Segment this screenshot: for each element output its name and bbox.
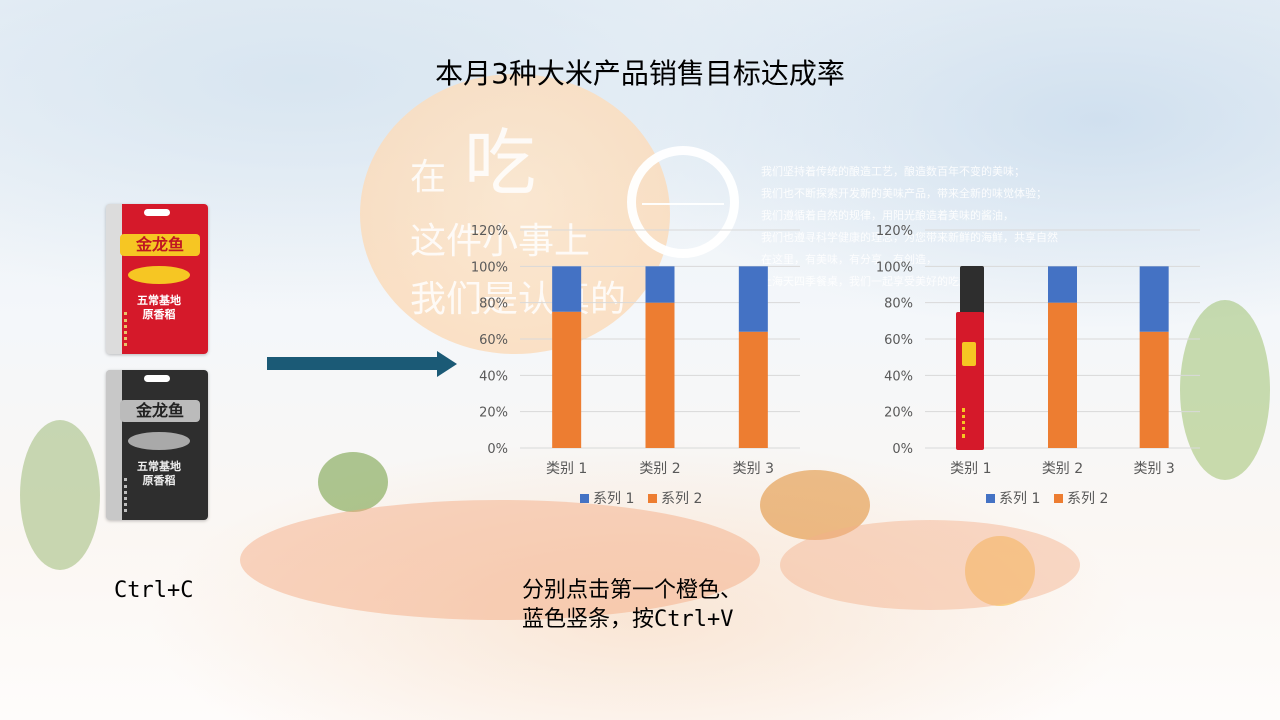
brand-label: 金龙鱼: [120, 400, 200, 422]
orange-decoration: [965, 536, 1035, 606]
y-tick-label: 0%: [487, 442, 508, 457]
bg-text-chi: 吃: [464, 121, 537, 205]
y-tick-label: 80%: [479, 297, 508, 312]
page-title: 本月3种大米产品销售目标达成率: [435, 57, 845, 90]
right-arrow-icon: [267, 351, 457, 377]
bg-paragraph-line: 我们遵循着自然的规律，用阳光酿造着美味的酱油，: [761, 209, 1014, 222]
y-tick-label: 60%: [479, 333, 508, 348]
y-tick-label: 40%: [479, 369, 508, 384]
legend-swatch: [1054, 494, 1063, 503]
x-tick-label: 类别 2: [1042, 461, 1083, 477]
x-tick-label: 类别 2: [639, 461, 680, 477]
bg-text-zai: 在: [410, 157, 447, 198]
x-tick-label: 类别 3: [1133, 461, 1174, 477]
salmon-decoration: [240, 500, 760, 620]
y-tick-label: 100%: [876, 260, 913, 275]
bg-paragraph-line: 在这里，有美味，有分享，有创造，: [761, 253, 937, 266]
bar-series-2: [645, 302, 675, 448]
rice-bag-red: 金龙鱼 五常基地 原香稻: [106, 204, 208, 354]
legend-label: 系列 1: [999, 491, 1040, 507]
rice-bag-red-mini: [956, 312, 984, 450]
fish-logo-icon: [128, 432, 190, 450]
fish-logo-icon: [128, 266, 190, 284]
pumpkin-decoration: [760, 470, 870, 540]
x-tick-label: 类别 1: [546, 461, 587, 477]
bar-series-2: [1139, 331, 1169, 448]
bar-series-1: [552, 266, 582, 312]
bar-series-2: [738, 331, 768, 448]
legend-swatch: [648, 494, 657, 503]
leaf-decoration: [1180, 300, 1270, 480]
bar-series-1: [645, 266, 675, 303]
legend-swatch: [580, 494, 589, 503]
broccoli-decoration: [318, 452, 388, 512]
greens-decoration: [20, 420, 100, 570]
caption-instruction-line2: 蓝色竖条，按Ctrl+V: [522, 607, 734, 632]
bar-series-1: [738, 266, 768, 332]
bg-paragraph-line: 上海天四季餐桌，我们一起享受美好的吃起来: [761, 275, 981, 288]
legend-label: 系列 2: [1067, 491, 1108, 507]
bar-series-1: [1139, 266, 1169, 332]
orange-circle-decoration: [360, 74, 670, 354]
bar-series-1: [1048, 266, 1077, 303]
y-tick-label: 120%: [876, 224, 913, 239]
y-tick-label: 0%: [892, 442, 913, 457]
rice-grain-icon: [124, 312, 149, 346]
bg-text-line2: 这件小事上: [410, 221, 591, 262]
bar-series-2: [552, 311, 582, 448]
salmon-decoration-right: [780, 520, 1080, 610]
bar-series-2: [1048, 302, 1077, 448]
y-tick-label: 40%: [884, 369, 913, 384]
legend-label: 系列 2: [661, 491, 702, 507]
y-tick-label: 80%: [884, 297, 913, 312]
bg-paragraph-line: 我们也不断探索开发新的美味产品，带来全新的味觉体验；: [761, 187, 1047, 200]
bg-text-line3: 我们是认真的: [410, 279, 627, 320]
rice-bag-black: 金龙鱼 五常基地 原香稻: [106, 370, 208, 520]
legend-label: 系列 1: [593, 491, 634, 507]
bg-paragraph-line: 我们坚持着传统的酿造工艺，酿造数百年不变的美味；: [761, 165, 1025, 178]
y-tick-label: 120%: [471, 224, 508, 239]
product-name: 五常基地 原香稻: [137, 460, 181, 487]
y-tick-label: 60%: [884, 333, 913, 348]
legend-swatch: [986, 494, 995, 503]
caption-ctrl-c: Ctrl+C: [114, 578, 194, 603]
rice-grain-icon: [124, 478, 149, 512]
y-tick-label: 20%: [479, 406, 508, 421]
x-tick-label: 类别 1: [950, 461, 991, 477]
x-tick-label: 类别 3: [733, 461, 774, 477]
caption-instruction-line1: 分别点击第一个橙色、: [522, 578, 743, 603]
rice-bag-image-fill: [954, 266, 988, 450]
bowl-icon: [627, 146, 739, 258]
product-name: 五常基地 原香稻: [137, 294, 181, 321]
y-tick-label: 100%: [471, 260, 508, 275]
y-tick-label: 20%: [884, 406, 913, 421]
bg-paragraph-line: 我们也遵寻科学健康的理念，为您带来新鲜的海鲜，共享自然: [761, 231, 1058, 244]
brand-label: 金龙鱼: [120, 234, 200, 256]
